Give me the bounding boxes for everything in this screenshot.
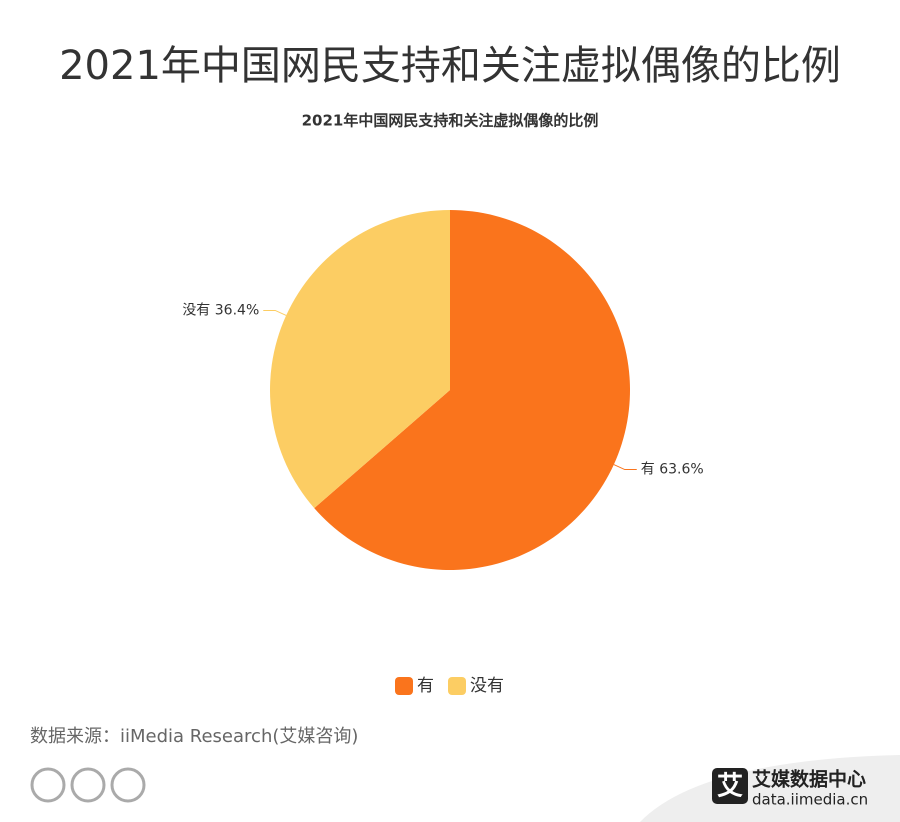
data-label: 有 63.6% (641, 462, 704, 478)
logo-swoosh (640, 755, 900, 822)
label-category: 没有 (182, 302, 210, 318)
legend-label: 没有 (470, 676, 504, 696)
data-label: 没有 36.4% (182, 302, 259, 318)
pie-slice (270, 210, 450, 509)
legend-swatch (448, 677, 466, 695)
pie-slice (314, 210, 630, 570)
logo-box (712, 768, 748, 804)
chart-title: 2021年中国网民支持和关注虚拟偶像的比例 (302, 112, 599, 130)
leader-line (263, 309, 287, 316)
page-title: 2021年中国网民支持和关注虚拟偶像的比例 (59, 43, 841, 89)
logo-mark: 艾 (717, 772, 743, 802)
source: 数据来源：iiMedia Research(艾媒咨询) (30, 726, 358, 747)
license-icons (30, 767, 146, 803)
legend-label: 有 (417, 676, 434, 696)
label-value: 63.6% (659, 462, 703, 478)
logo-name: 艾媒数据中心 (752, 768, 866, 791)
label-category: 有 (641, 462, 655, 478)
legend-swatch (395, 677, 413, 695)
leader-line (613, 464, 637, 471)
logo-url: data.iimedia.cn (752, 791, 868, 809)
label-value: 36.4% (215, 302, 259, 318)
